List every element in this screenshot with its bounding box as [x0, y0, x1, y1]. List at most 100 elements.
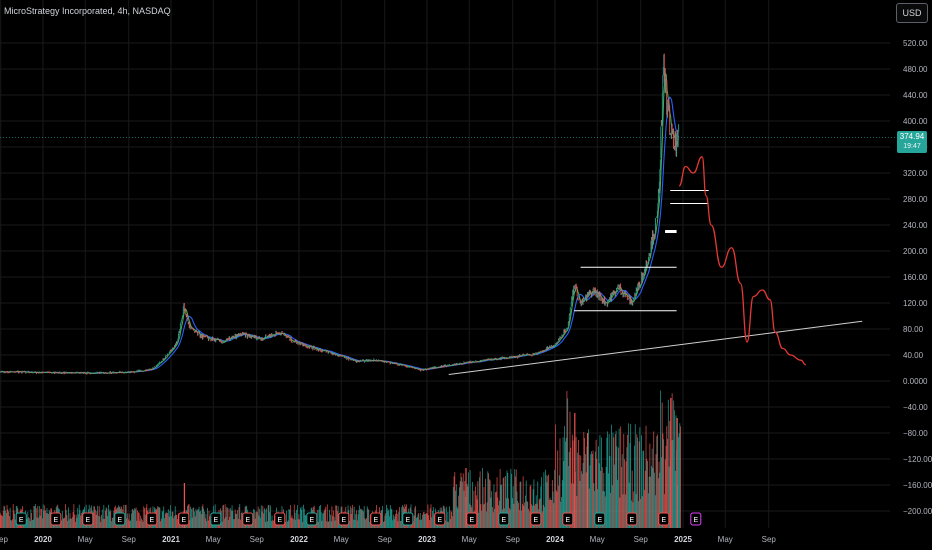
earnings-marker[interactable]	[242, 512, 254, 526]
volume-bar	[95, 514, 97, 528]
volume-bar	[665, 445, 667, 528]
volume-bar	[563, 461, 565, 528]
volume-bar	[548, 474, 549, 528]
volume-bar	[424, 514, 426, 528]
volume-bar	[542, 504, 544, 528]
volume-bar	[25, 521, 27, 528]
volume-bar	[194, 516, 196, 528]
volume-bar	[38, 517, 39, 528]
y-tick-label: 80.00	[903, 325, 924, 334]
volume-bar	[578, 455, 580, 528]
volume-bar	[609, 455, 611, 528]
earnings-marker[interactable]	[690, 512, 702, 526]
earnings-marker[interactable]	[338, 512, 350, 526]
volume-bar	[535, 495, 537, 528]
earnings-marker[interactable]	[114, 512, 126, 526]
volume-bar	[8, 516, 10, 528]
y-tick-label: −40.00	[903, 403, 928, 412]
earnings-marker[interactable]	[210, 512, 222, 526]
volume-bar	[126, 518, 128, 528]
earnings-marker[interactable]	[466, 512, 478, 526]
volume-bar	[236, 513, 238, 528]
volume-bar	[361, 508, 363, 528]
forecast-line[interactable]	[678, 156, 807, 366]
volume-bar	[399, 521, 401, 528]
volume-bar	[521, 510, 523, 528]
volume-bar	[626, 447, 628, 528]
volume-bar	[499, 468, 501, 528]
volume-bar	[533, 479, 535, 528]
volume-bar	[641, 435, 642, 528]
x-tick-label: May	[718, 535, 733, 544]
volume-bar	[225, 517, 227, 528]
volume-bar	[537, 481, 539, 528]
volume-bar	[464, 481, 466, 528]
earnings-marker-label: E	[277, 517, 282, 524]
volume-bar	[65, 509, 67, 528]
volume-bar	[326, 504, 328, 528]
volume-bar	[81, 513, 82, 528]
volume-bar	[294, 512, 296, 528]
earnings-marker[interactable]	[82, 512, 94, 526]
volume-bar	[597, 489, 599, 528]
x-tick-label: Sep	[762, 535, 777, 544]
volume-bar	[633, 491, 635, 528]
earnings-marker[interactable]	[146, 512, 158, 526]
trend-line[interactable]	[448, 320, 863, 375]
volume-bar	[426, 513, 428, 528]
volume-bar	[479, 471, 481, 528]
volume-bar	[545, 469, 546, 528]
volume-bar	[237, 518, 239, 528]
volume-bar	[161, 518, 162, 528]
volume-bar	[467, 486, 469, 528]
volume-bar	[135, 507, 137, 528]
volume-bar	[415, 517, 417, 528]
volume-bar	[487, 471, 489, 528]
volume-bar	[144, 514, 146, 528]
earnings-marker[interactable]	[370, 512, 382, 526]
volume-bar	[171, 516, 172, 528]
earnings-marker[interactable]	[274, 512, 286, 526]
volume-bar	[485, 478, 486, 528]
volume-bar	[238, 506, 240, 528]
volume-bar	[427, 504, 429, 528]
earnings-marker[interactable]	[594, 512, 606, 526]
volume-bar	[304, 514, 306, 528]
earnings-marker-label: E	[213, 517, 218, 524]
volume-bar	[260, 517, 261, 528]
volume-bar	[106, 508, 108, 528]
volume-bar	[462, 481, 463, 528]
earnings-marker[interactable]	[15, 512, 27, 526]
volume-bar	[553, 503, 555, 528]
earnings-marker[interactable]	[626, 512, 638, 526]
volume-bar	[678, 433, 680, 528]
earnings-marker[interactable]	[498, 512, 510, 526]
volume-bar	[221, 521, 223, 528]
volume-bar	[500, 485, 502, 528]
volume-bar	[511, 473, 513, 528]
volume-bar	[591, 454, 593, 528]
earnings-marker[interactable]	[562, 512, 574, 526]
currency-button[interactable]: USD	[896, 3, 928, 23]
earnings-marker[interactable]	[434, 512, 446, 526]
volume-bar	[270, 505, 271, 528]
symbol-title[interactable]: MicroStrategy Incorporated, 4h, NASDAQ	[4, 6, 171, 16]
volume-bar	[175, 514, 177, 528]
earnings-marker[interactable]	[306, 512, 318, 526]
earnings-marker[interactable]	[530, 512, 542, 526]
volume-bar	[94, 506, 95, 528]
earnings-marker[interactable]	[178, 512, 190, 526]
volume-bar	[268, 504, 270, 528]
earnings-marker[interactable]	[658, 512, 670, 526]
volume-bar	[666, 426, 668, 528]
volume-bar	[46, 508, 48, 528]
volume-bar	[173, 518, 175, 528]
earnings-marker[interactable]	[402, 512, 414, 526]
volume-bar	[31, 520, 33, 528]
earnings-marker[interactable]	[50, 512, 62, 526]
volume-bar	[506, 470, 508, 528]
volume-bar	[349, 506, 351, 528]
ma-slow-line	[0, 96, 680, 374]
volume-bar	[614, 434, 616, 528]
